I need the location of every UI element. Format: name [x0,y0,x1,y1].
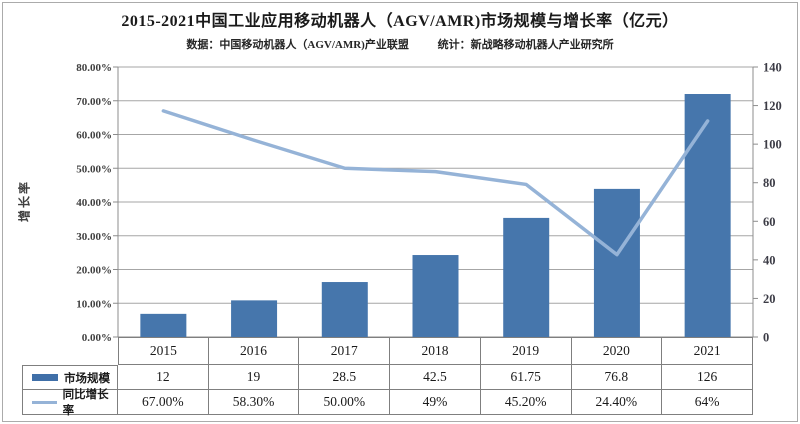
chart-subtitle: 数据：中国移动机器人（AGV/AMR)产业联盟 统计：新战略移动机器人产业研究所 [0,36,800,52]
market-size-value-cell: 12 [118,365,209,390]
right-axis-tick-label: 140 [763,61,782,75]
bar-2015 [140,313,187,337]
bar-2019 [503,217,550,337]
growth-rate-line [161,109,710,257]
left-axis-tick-label: 50.00% [76,163,112,175]
growth-rate-value-cell: 58.30% [208,390,300,415]
year-header-cell: 2016 [208,337,300,365]
bar-2017 [321,282,368,337]
series-label-cell: 市场规模 [22,365,118,390]
bar-2016 [231,300,278,337]
series-label-cell: 同比增长率 [22,389,118,417]
market-size-value-cell: 19 [208,365,300,390]
series-label: 市场规模 [64,372,110,385]
left-axis-tick-label: 70.00% [76,96,112,108]
right-axis-tick-label: 100 [763,138,782,152]
market-size-swatch-icon [32,374,58,381]
series-label: 同比增长率 [62,389,109,417]
growth-rate-value-cell: 67.00% [118,390,209,415]
market-size-value-cell: 126 [662,365,753,390]
year-header-cell: 2020 [571,337,663,365]
year-header-cell: 2017 [299,337,391,365]
year-header-cell: 2018 [390,337,481,365]
bar-2021 [684,94,731,337]
growth-rate-value-cell: 49% [390,390,481,415]
growth-rate-value-cell: 24.40% [571,390,663,415]
market-size-value-cell: 28.5 [299,365,391,390]
market-size-value-cell: 76.8 [571,365,663,390]
left-axis-tick-label: 80.00% [76,62,112,74]
growth-rate-value-cell: 64% [662,390,753,415]
right-axis-tick-label: 40 [763,253,776,267]
growth-line-swatch-icon [32,400,57,404]
bar-2018 [412,255,459,337]
market-size-value-cell: 42.5 [390,365,481,390]
year-header-cell: 2019 [480,337,572,365]
right-axis-tick-label: 20 [763,292,776,306]
left-axis-tick-label: 60.00% [76,130,112,142]
statistics-label: 统计：新战略移动机器人产业研究所 [437,39,614,51]
bar-2020 [593,188,640,337]
left-axis-tick-label: 10.00% [76,298,112,310]
right-axis-tick-label: 120 [763,99,782,113]
year-header-cell: 2021 [662,337,753,365]
growth-rate-value-cell: 50.00% [299,390,391,415]
left-axis-tick-label: 20.00% [76,265,112,277]
table-corner-spacer [22,337,118,365]
left-axis-tick-label: 40.00% [76,197,112,209]
data-source-label: 数据：中国移动机器人（AGV/AMR)产业联盟 [186,39,409,51]
data-table: 2015 2016 2017 2018 2019 2020 2021 市场规模 12 19 28.5… [22,337,753,417]
year-header-cell: 2015 [118,337,209,365]
growth-rate-value-cell: 45.20% [480,390,572,415]
market-size-value-cell: 61.75 [480,365,572,390]
left-axis-tick-label: 0.00% [82,332,112,344]
chart-title: 2015-2021中国工业应用移动机器人（AGV/AMR)市场规模与增长率（亿元… [121,13,679,30]
right-axis-tick-label: 60 [763,215,776,229]
right-axis-tick-label: 80 [763,176,776,190]
y-axis-title: 增长率 [17,179,32,223]
right-axis-tick-label: 0 [763,331,769,345]
left-axis-tick-label: 30.00% [76,231,112,243]
